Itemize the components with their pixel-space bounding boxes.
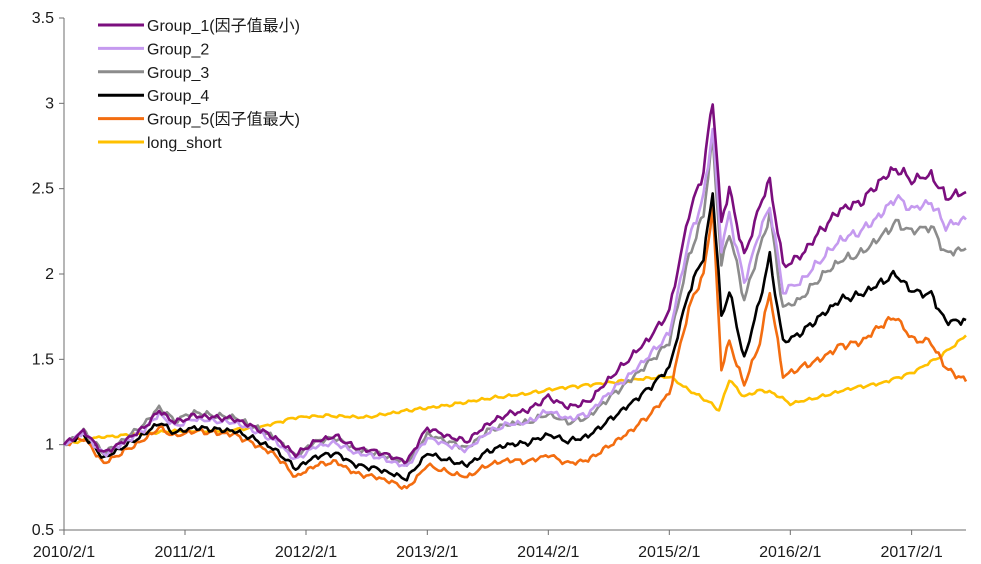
legend-label: Group_3 — [147, 65, 209, 82]
y-tick-label: 1.5 — [32, 351, 54, 368]
axes: 0.5 1 1.5 2 2.5 3 3.5 2010/2/1 2011/2/1 2012/2/1 2… — [32, 10, 966, 561]
x-tick-label: 2017/2/1 — [880, 544, 942, 561]
x-tick-label: 2013/2/1 — [396, 544, 458, 561]
x-tick-label: 2014/2/1 — [517, 544, 579, 561]
y-tick-label: 2.5 — [32, 181, 54, 198]
series-lines — [62, 103, 968, 490]
legend-label: Group_2 — [147, 41, 209, 58]
legend-label: Group_5(因子值最大) — [147, 111, 300, 129]
y-tick-label: 3 — [45, 95, 54, 112]
series-line-4 — [63, 192, 967, 482]
x-tick-label: 2012/2/1 — [275, 544, 337, 561]
series-line-2 — [63, 127, 967, 468]
legend: Group_1(因子值最小) Group_2 Group_3 Group_4 Group… — [98, 17, 300, 152]
y-tick-label: 3.5 — [32, 10, 54, 27]
x-tick-label: 2010/2/1 — [33, 544, 95, 561]
y-tick-label: 0.5 — [32, 522, 54, 539]
x-tick-label: 2015/2/1 — [638, 544, 700, 561]
legend-label: Group_1(因子值最小) — [147, 17, 300, 35]
y-tick-label: 2 — [45, 266, 54, 283]
y-tick-label: 1 — [45, 437, 54, 454]
legend-label: Group_4 — [147, 88, 209, 105]
legend-label: long_short — [147, 135, 222, 152]
series-line-1 — [62, 103, 967, 465]
x-tick-label: 2016/2/1 — [759, 544, 821, 561]
x-tick-label: 2011/2/1 — [154, 544, 215, 561]
series-line-5 — [63, 203, 968, 490]
